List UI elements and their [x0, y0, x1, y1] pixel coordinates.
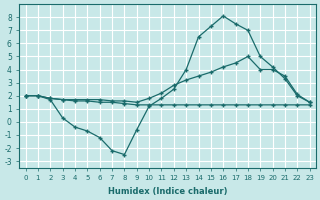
X-axis label: Humidex (Indice chaleur): Humidex (Indice chaleur)	[108, 187, 228, 196]
